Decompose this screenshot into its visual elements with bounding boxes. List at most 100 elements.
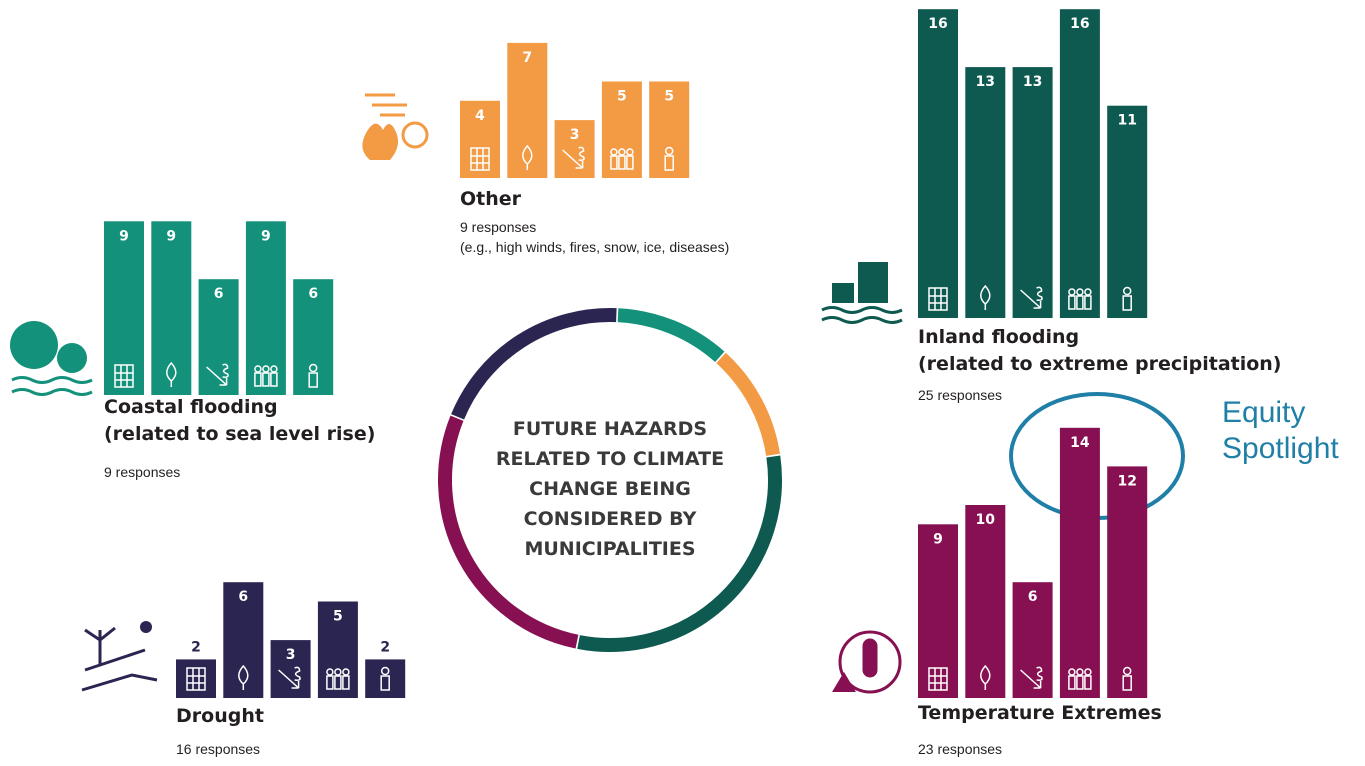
- icon-head: [270, 365, 278, 373]
- bar: [104, 221, 144, 395]
- category-icon: [1068, 288, 1092, 310]
- chart-title: (related to sea level rise): [104, 423, 375, 445]
- bar: [223, 582, 264, 698]
- value-label: 11: [1117, 113, 1136, 129]
- icon-head: [1084, 288, 1092, 296]
- category-icon: [1020, 666, 1043, 689]
- bar: [965, 67, 1006, 318]
- value-label: 16: [928, 16, 947, 32]
- category-icon: [254, 365, 278, 387]
- icon-leaf: [238, 664, 249, 690]
- icon-head: [1076, 668, 1084, 676]
- value-label: 6: [308, 286, 318, 302]
- category-icon: [928, 287, 948, 311]
- value-label: 14: [1070, 435, 1090, 451]
- bar: [965, 505, 1006, 698]
- icon-drought: [81, 621, 158, 692]
- category-icon: [166, 361, 177, 387]
- category-icon: [1068, 668, 1092, 690]
- bar: [151, 221, 192, 395]
- bar: [365, 659, 406, 698]
- icon-head: [626, 148, 634, 156]
- bar: [554, 120, 595, 178]
- bar: [317, 601, 358, 698]
- icon-money-fall: [278, 666, 301, 689]
- icon-temperature: [832, 630, 902, 694]
- chart-title: Inland flooding: [918, 326, 1079, 348]
- bar: [270, 640, 311, 698]
- icon-body: [1122, 675, 1132, 691]
- donut-segment: [716, 352, 780, 457]
- icon-body: [1122, 295, 1132, 311]
- icon-body: [1076, 675, 1084, 690]
- bar: [245, 221, 286, 395]
- category-icon: [980, 664, 991, 690]
- bar: [918, 9, 958, 318]
- value-label: 2: [191, 639, 201, 655]
- category-icon: [308, 363, 318, 388]
- value-label: 5: [333, 609, 343, 625]
- chart-title: Drought: [176, 705, 264, 727]
- value-label: 2: [380, 639, 390, 655]
- center-title: CONSIDERED BY: [524, 508, 697, 530]
- responses: 9 responses: [460, 219, 536, 235]
- category-icon: [326, 668, 350, 690]
- value-label: 9: [933, 531, 943, 547]
- category-icon: [562, 146, 585, 169]
- icon-body: [618, 155, 626, 170]
- icon-building: [928, 287, 948, 311]
- icon-grid: [471, 148, 489, 170]
- bar: [507, 42, 548, 179]
- category-icon: [278, 666, 301, 689]
- icon-body: [1068, 675, 1076, 690]
- value-label: 3: [570, 127, 580, 143]
- icon-body: [1084, 675, 1092, 690]
- value-label: 5: [664, 89, 674, 105]
- value-label: 13: [976, 74, 995, 90]
- bar: [1059, 427, 1100, 698]
- bar: [601, 81, 642, 178]
- icon-head: [1068, 668, 1076, 676]
- category-icon: [206, 363, 229, 386]
- value-label: 6: [238, 589, 248, 605]
- icon-head: [1076, 288, 1084, 296]
- bar: [1012, 67, 1053, 318]
- icon-head: [334, 668, 342, 676]
- annotation: Spotlight: [1222, 432, 1339, 465]
- note: (e.g., high winds, fires, snow, ice, dis…: [460, 239, 729, 255]
- icon-building: [114, 364, 134, 388]
- bar: [918, 524, 958, 698]
- category-icon: [980, 284, 991, 310]
- bar: [198, 279, 239, 395]
- icon-grid: [115, 365, 133, 387]
- icon-head: [1122, 666, 1132, 676]
- icon-building: [928, 667, 948, 691]
- category-icon: [114, 364, 134, 388]
- responses: 23 responses: [918, 741, 1002, 757]
- icon-head: [664, 146, 674, 156]
- value-label: 6: [214, 286, 224, 302]
- icon-body: [262, 372, 270, 387]
- icon-head: [262, 365, 270, 373]
- bar: [1107, 466, 1148, 698]
- bar: [649, 81, 690, 178]
- center-title: FUTURE HAZARDS: [513, 418, 707, 440]
- category-icon: [1122, 286, 1132, 311]
- annotation: Equity: [1222, 396, 1305, 429]
- icon-money-fall: [1020, 666, 1043, 689]
- bar: [460, 100, 500, 178]
- donut-segment: [451, 308, 617, 420]
- icon-grid: [929, 668, 947, 690]
- icon-body: [1076, 295, 1084, 310]
- icon-head: [342, 668, 350, 676]
- category-icon: [1122, 666, 1132, 691]
- donut-segment: [617, 308, 725, 363]
- icon-body: [308, 372, 318, 388]
- value-label: 4: [475, 108, 485, 124]
- value-label: 9: [119, 228, 129, 244]
- icon-body: [664, 155, 674, 171]
- icon-body: [334, 675, 342, 690]
- icon-leaf: [980, 664, 991, 690]
- icon-money-fall: [562, 146, 585, 169]
- value-label: 9: [261, 228, 271, 244]
